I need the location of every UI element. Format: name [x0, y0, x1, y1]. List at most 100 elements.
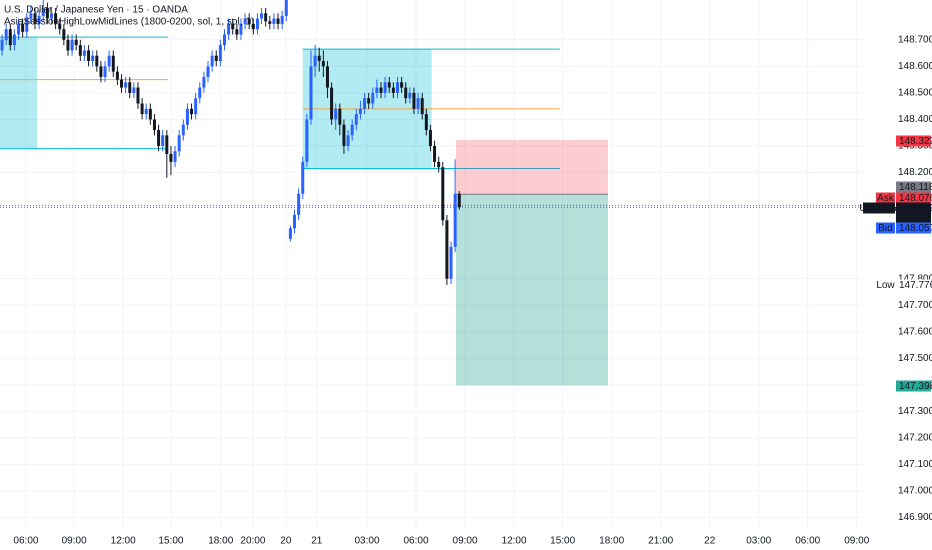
x-tick-label: 22	[704, 536, 716, 547]
price-tag-box	[876, 192, 895, 204]
candle-body	[115, 71, 119, 80]
x-tick-label: 09:00	[62, 536, 87, 547]
candle-body	[321, 61, 325, 67]
candle-body	[379, 87, 383, 93]
candle-body	[367, 98, 371, 104]
x-tick-label: 18:00	[208, 536, 233, 547]
candle-body	[194, 98, 198, 115]
candle-body	[354, 114, 358, 125]
candle-body	[107, 55, 111, 67]
y-tick-label: 147.500	[898, 353, 932, 364]
candle-body	[264, 13, 268, 22]
x-tick-label: 09:00	[453, 536, 478, 547]
candle-body	[58, 23, 62, 30]
candle-body	[404, 87, 408, 99]
candle-body	[173, 151, 177, 162]
price-scale	[865, 0, 932, 550]
candle-body	[449, 246, 453, 279]
session-box	[0, 37, 38, 149]
candle-body	[239, 23, 243, 35]
candle-body	[128, 82, 132, 93]
price-tag: USDJPY	[859, 203, 899, 214]
candle-body	[198, 87, 202, 99]
candle-body	[82, 50, 86, 56]
candle-body	[78, 45, 82, 56]
candle-body	[21, 23, 25, 32]
price-label: 147.776	[899, 280, 932, 291]
candle-body	[54, 13, 58, 24]
candle-body	[428, 130, 432, 146]
candle-body	[49, 13, 53, 19]
candle-body	[4, 29, 8, 40]
candle-body	[181, 124, 185, 136]
candle-body	[206, 66, 210, 77]
candle-body	[416, 98, 420, 109]
candle-body	[334, 108, 338, 120]
x-tick-label: 21:00	[648, 536, 673, 547]
price-label-box	[896, 202, 931, 223]
countdown: 01:02	[899, 212, 924, 223]
candle-body	[408, 92, 412, 99]
candle-body	[301, 161, 305, 194]
y-tick-label: 147.300	[898, 406, 932, 417]
candle-body	[41, 7, 45, 16]
candle-body	[350, 124, 354, 136]
candle-body	[297, 193, 301, 215]
x-tick-label: 06:00	[404, 536, 429, 547]
candle-body	[161, 135, 165, 146]
candle-body	[293, 214, 297, 229]
candle-body	[17, 23, 21, 35]
price-label: 148.069	[899, 203, 932, 214]
candle-body	[177, 135, 181, 152]
candle-body	[33, 13, 37, 24]
x-tick-label: 20	[280, 536, 292, 547]
candle-body	[66, 39, 70, 51]
candle-body	[165, 135, 169, 154]
x-tick-label: 21	[311, 536, 323, 547]
x-tick-label: 15:00	[158, 536, 183, 547]
price-tag: Ask	[877, 193, 895, 204]
candle-body	[62, 29, 66, 40]
x-tick-label: 18:00	[599, 536, 624, 547]
candle-body	[457, 193, 461, 208]
x-tick-label: 03:00	[746, 536, 771, 547]
price-label: 147.398	[899, 381, 932, 392]
candle-body	[317, 55, 321, 62]
price-tag-box	[863, 202, 895, 214]
candle-body	[342, 124, 346, 146]
target-zone	[455, 194, 608, 386]
candle-body	[251, 23, 255, 30]
y-tick-label: 148.700	[898, 34, 932, 45]
y-tick-label: 146.900	[898, 512, 932, 523]
candle-body	[445, 220, 449, 279]
candle-body	[338, 108, 342, 125]
y-tick-label: 147.000	[898, 486, 932, 497]
candle-body	[441, 167, 445, 221]
candle-body	[424, 114, 428, 131]
price-label-box	[896, 192, 931, 204]
candle-body	[280, 15, 284, 24]
price-label-box	[896, 279, 931, 291]
candle-body	[136, 87, 140, 104]
candle-body	[74, 39, 78, 46]
candle-body	[433, 145, 437, 162]
time-scale	[0, 530, 865, 550]
candle-body	[132, 87, 136, 93]
candle-body	[400, 82, 404, 88]
candle-body	[412, 92, 416, 109]
candle-body	[247, 18, 251, 24]
candle-body	[95, 55, 99, 67]
price-label: 148.118	[899, 182, 932, 193]
candle-body	[227, 23, 231, 35]
candle-body	[276, 18, 280, 24]
x-tick-label: 12:00	[502, 536, 527, 547]
y-tick-label: 147.100	[898, 459, 932, 470]
candle-body	[91, 55, 95, 62]
candle-body	[231, 23, 235, 30]
candle-body	[330, 87, 334, 120]
candle-body	[0, 39, 4, 51]
candle-body	[157, 130, 161, 146]
candle-body	[144, 108, 148, 115]
